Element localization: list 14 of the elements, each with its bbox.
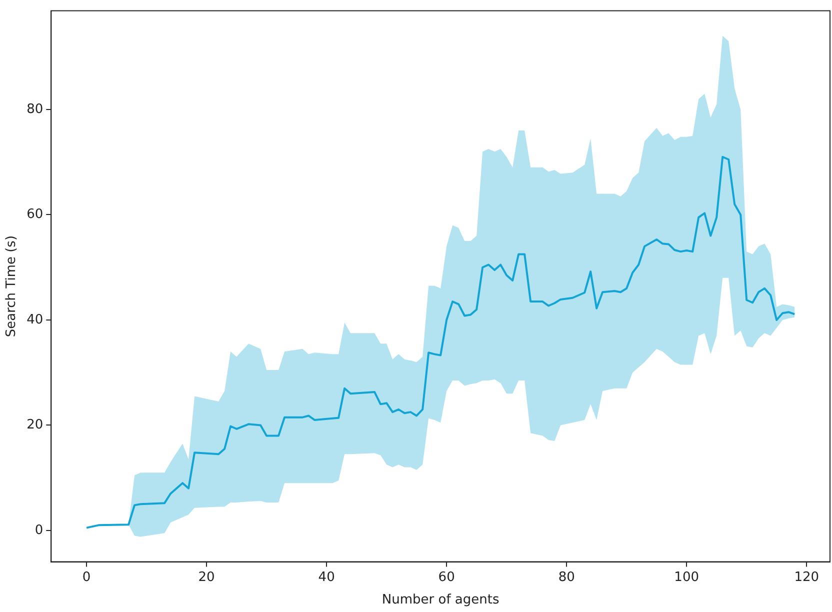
x-tick-label: 80 <box>558 570 575 585</box>
x-tick-label: 60 <box>438 570 455 585</box>
x-tick-label: 20 <box>198 570 215 585</box>
y-tick-label: 60 <box>26 207 44 222</box>
x-tick-label: 120 <box>794 570 820 585</box>
y-tick-label: 80 <box>26 102 44 117</box>
x-tick-label: 100 <box>674 570 700 585</box>
x-tick-label: 40 <box>318 570 335 585</box>
x-axis-title: Number of agents <box>382 592 500 608</box>
x-tick-label: 0 <box>82 570 91 585</box>
y-tick-label: 40 <box>26 312 44 328</box>
y-tick-label: 0 <box>34 522 44 538</box>
y-tick-label: 20 <box>26 418 44 433</box>
y-axis-title: Search Time (s) <box>4 235 20 338</box>
